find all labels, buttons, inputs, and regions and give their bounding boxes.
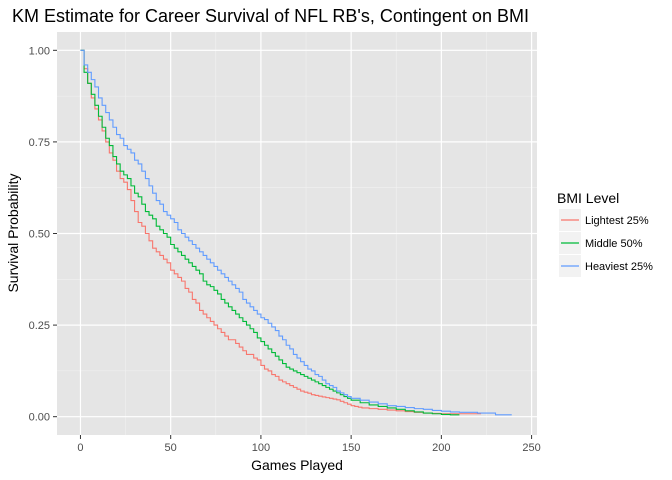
series-line-lightest-25 [80, 49, 482, 415]
x-tick-label: 200 [432, 442, 450, 454]
y-axis-title: Survival Probability [5, 173, 21, 292]
x-tick-label: 150 [342, 442, 360, 454]
series-line-heaviest-25 [80, 49, 512, 416]
legend-label: Heaviest 25% [585, 261, 653, 273]
grid-layer [57, 32, 537, 435]
legend-label: Middle 50% [585, 238, 643, 250]
y-tick-label: 0.75 [29, 137, 50, 149]
x-axis-title: Games Played [251, 457, 343, 473]
y-tick-label: 0.25 [29, 320, 50, 332]
x-tick-label: 50 [165, 442, 177, 454]
series-line-middle-50 [80, 49, 460, 416]
y-tick-label: 0.00 [29, 412, 50, 424]
x-tick-label: 250 [522, 442, 540, 454]
x-tick-label: 0 [77, 442, 83, 454]
y-tick-label: 0.50 [29, 229, 50, 241]
series-layer [80, 49, 512, 416]
axis-layer: 0 50 100 150 200 250 0.00 0.25 0.50 0.75 1.00 [29, 45, 541, 454]
legend-title: BMI Level [557, 190, 619, 206]
legend-label: Lightest 25% [585, 215, 649, 227]
x-tick-label: 100 [252, 442, 270, 454]
legend: BMI Level Lightest 25% Middle 50% Heaviest… [557, 190, 653, 277]
chart-title: KM Estimate for Career Survival of NFL R… [12, 6, 529, 26]
y-tick-label: 1.00 [29, 45, 50, 57]
